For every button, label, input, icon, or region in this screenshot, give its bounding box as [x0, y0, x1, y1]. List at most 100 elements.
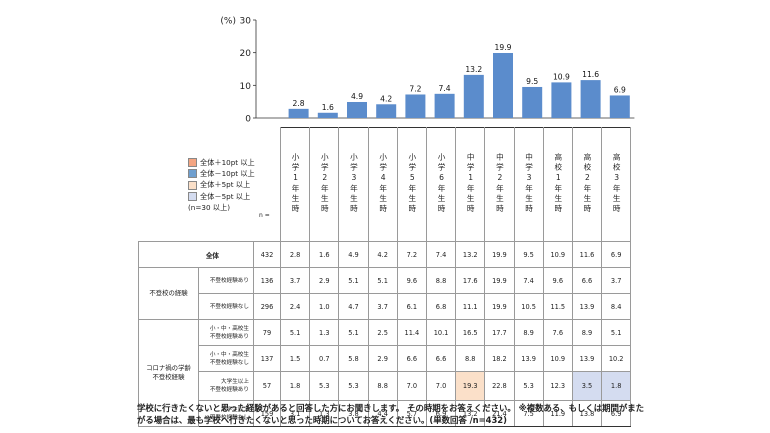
value-cell: 21.4 [484, 400, 515, 427]
value-cell: 1.3 [309, 400, 340, 427]
bar [405, 94, 426, 118]
col-header: 高校2年生時 [571, 127, 603, 242]
col-header: 小学1年生時 [279, 127, 311, 242]
header-row: 小学1年生時 小学2年生時 小学3年生時 小学4年生時 小学5年生時 小学6年生… [138, 127, 632, 242]
value-cell: 6.9 [425, 400, 457, 427]
value-cell: 2.4 [279, 293, 311, 320]
value-cell: 7.6 [542, 319, 573, 346]
bar-value-label: 13.2 [465, 65, 482, 74]
value-cell: 3.7 [279, 267, 311, 294]
value-cell: 11.1 [455, 293, 486, 320]
value-cell: 8.8 [367, 371, 398, 401]
bar [288, 108, 309, 118]
value-cell: 10.2 [601, 345, 632, 372]
value-cell: 0.7 [309, 345, 340, 372]
value-cell: 6.8 [425, 293, 457, 320]
bar-value-label: 11.6 [582, 70, 599, 79]
value-cell: 9.6 [542, 267, 573, 294]
value-cell: 2.9 [367, 345, 398, 372]
n-cell: 296 [253, 293, 281, 320]
bar [347, 101, 367, 118]
value-cell: 10.9 [542, 345, 573, 372]
row-label: 不登校経験あり [198, 267, 254, 294]
table-row: 大学生以上 不登校経験あり 57 1.8 5.3 5.3 8.8 7.0 7.0 19.3 22.… [139, 371, 632, 401]
bar [493, 52, 513, 118]
table-row: 全体 432 2.8 1.6 4.9 4.2 7.2 7.4 13.2 19.9 9.5 10.9 11… [138, 241, 632, 268]
value-cell: 6.1 [396, 293, 427, 320]
value-cell: 10.5 [513, 293, 544, 320]
footnote-line: 学校に行きたくないと思った経験があると回答した方にお聞きします。 その時期をお答… [137, 403, 645, 413]
value-cell: 3.1 [279, 400, 311, 427]
value-cell: 4.2 [367, 241, 398, 268]
table-row: コロナ禍の学齢 不登校経験 小・中・高校生 不登校経験あり 79 5.1 1.3 5.1 2… [138, 319, 632, 427]
col-header: 小学3年生時 [338, 127, 369, 242]
n-cell: 57 [253, 371, 281, 401]
bar-value-label: 1.6 [322, 103, 334, 112]
value-cell: 3.5 [571, 371, 603, 401]
value-cell: 13.9 [513, 345, 544, 372]
row-label: 小・中・高校生 不登校経験なし [198, 345, 254, 372]
bar-value-label: 7.2 [409, 84, 421, 93]
value-cell: 6.6 [571, 267, 603, 294]
bar-value-label: 10.9 [553, 72, 570, 81]
bar-value-label: 7.4 [439, 84, 451, 93]
value-cell: 1.5 [279, 345, 311, 372]
value-cell: 17.7 [484, 319, 515, 346]
value-cell: 5.1 [601, 319, 632, 346]
n-cell: 159 [253, 400, 281, 427]
col-header: 中学2年生時 [484, 127, 515, 242]
value-cell: 5.1 [279, 319, 311, 346]
value-cell: 6.6 [425, 345, 457, 372]
value-cell: 7.4 [513, 267, 544, 294]
row-group-label: コロナ禍の学齢 不登校経験 [138, 319, 199, 427]
n-cell: 136 [253, 267, 281, 294]
row-group-label: 不登校の経験 [138, 267, 199, 320]
value-cell: 7.2 [396, 241, 427, 268]
value-cell: 6.6 [396, 345, 427, 372]
row-label: 大学生以上 不登校経験あり [198, 371, 254, 401]
value-cell: 5.3 [338, 371, 369, 401]
row-label: 大学生以上 不登校経験なし [198, 400, 254, 427]
bar [463, 74, 484, 118]
value-cell: 17.6 [455, 267, 486, 294]
col-header: 小学4年生時 [367, 127, 398, 242]
value-cell: 13.2 [455, 241, 486, 268]
value-cell: 10.9 [542, 241, 573, 268]
bar [434, 93, 455, 118]
col-header: 小学6年生時 [425, 127, 457, 242]
y-tick-label: 30 [240, 17, 252, 27]
y-tick-label: 10 [240, 82, 252, 92]
bar-value-label: 4.9 [351, 92, 363, 101]
value-cell: 8.9 [513, 319, 544, 346]
y-tick-label: 20 [240, 49, 252, 59]
bar [609, 95, 630, 118]
value-cell: 10.1 [425, 319, 457, 346]
bar-value-label: 2.8 [293, 99, 305, 108]
bar [376, 104, 397, 118]
value-cell: 5.1 [338, 319, 369, 346]
col-header: 中学3年生時 [513, 127, 544, 242]
value-cell: 8.4 [601, 293, 632, 320]
value-cell: 13.9 [571, 293, 603, 320]
value-cell: 1.0 [309, 293, 340, 320]
value-cell: 7.5 [513, 400, 544, 427]
bar-value-label: 4.2 [380, 94, 392, 103]
value-cell: 12.3 [542, 371, 573, 401]
data-table: 小学1年生時 小学2年生時 小学3年生時 小学4年生時 小学5年生時 小学6年生… [138, 127, 632, 427]
value-cell: 7.0 [425, 371, 457, 401]
value-cell: 5.1 [367, 267, 398, 294]
value-cell: 7.4 [425, 241, 457, 268]
col-header: 中学1年生時 [455, 127, 486, 242]
n-cell: 137 [253, 345, 281, 372]
table-row: 不登校の経験 不登校経験あり 136 3.7 2.9 5.1 5.1 9.6 8.8 17.6 19… [138, 267, 632, 320]
row-label: 不登校経験なし [198, 293, 254, 320]
value-cell: 3.7 [367, 293, 398, 320]
col-header: 高校1年生時 [542, 127, 573, 242]
value-cell: 1.8 [601, 371, 632, 401]
table-row: 大学生以上 不登校経験なし 159 3.1 1.3 3.8 4.4 5.7 6.9 13.2 21… [139, 400, 632, 427]
value-cell: 1.3 [309, 319, 340, 346]
value-cell: 4.7 [338, 293, 369, 320]
n-cell: 432 [253, 241, 281, 268]
value-cell: 11.6 [571, 241, 603, 268]
